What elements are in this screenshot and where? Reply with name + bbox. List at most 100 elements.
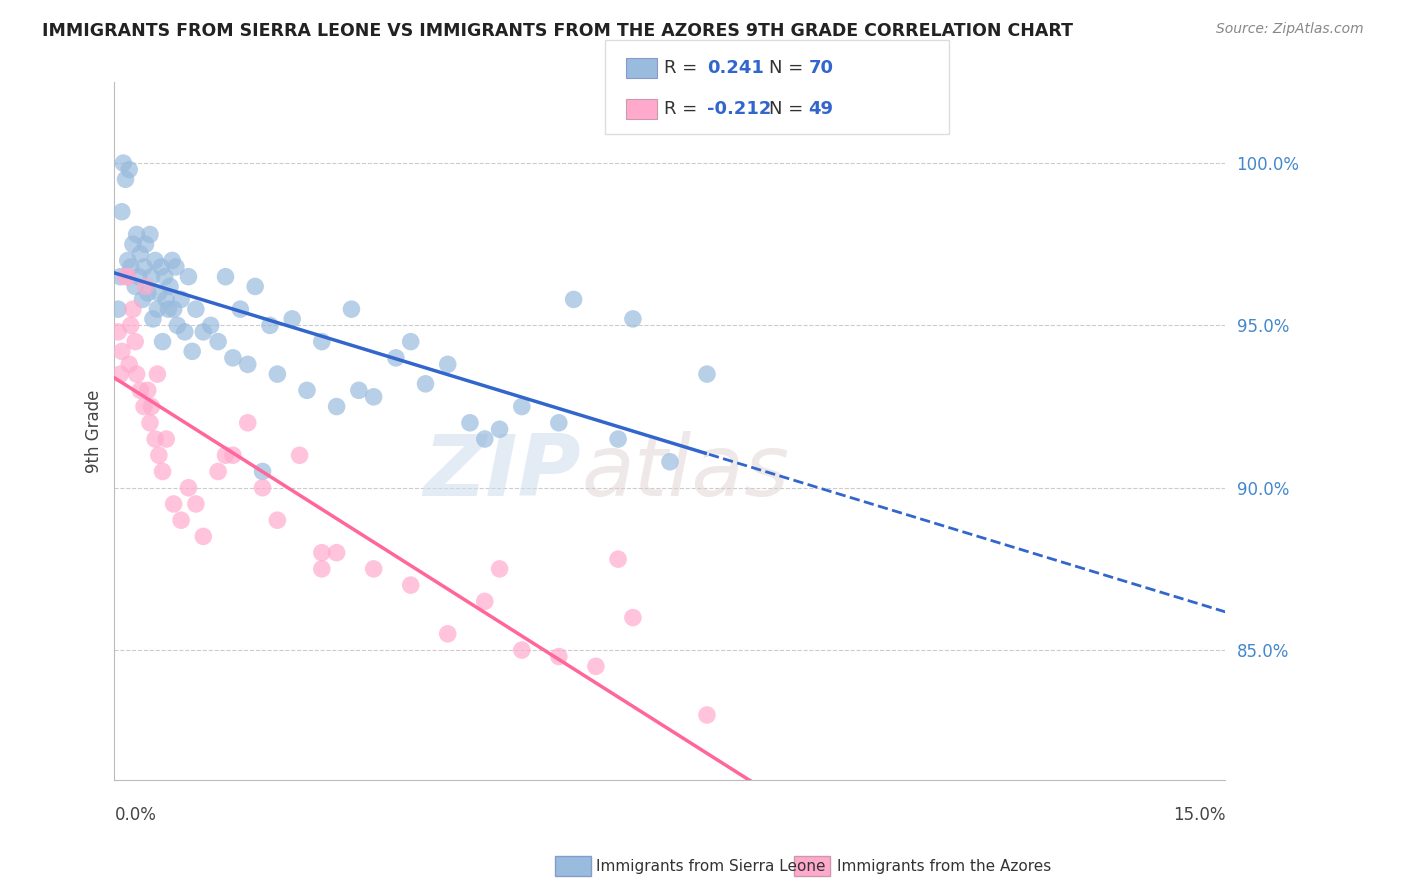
Text: 49: 49 — [808, 100, 834, 118]
Point — [117, 269, 139, 284]
Point — [111, 204, 134, 219]
Text: R =: R = — [664, 100, 703, 118]
Point — [207, 334, 229, 349]
Text: 0.241: 0.241 — [707, 59, 763, 77]
Point — [193, 325, 215, 339]
Point — [152, 465, 174, 479]
Point — [621, 312, 644, 326]
Point — [150, 260, 173, 274]
Point — [135, 237, 157, 252]
Point — [363, 390, 385, 404]
Point — [311, 562, 333, 576]
Point — [163, 497, 186, 511]
Text: 15.0%: 15.0% — [1173, 805, 1226, 824]
Point — [458, 416, 481, 430]
Point — [159, 279, 181, 293]
Point — [118, 162, 141, 177]
Point — [173, 325, 195, 339]
Point — [399, 334, 422, 349]
Point — [120, 260, 142, 274]
Point — [415, 376, 437, 391]
Point — [142, 312, 165, 326]
Point — [124, 334, 146, 349]
Point — [155, 432, 177, 446]
Point — [222, 448, 245, 462]
Point — [547, 416, 569, 430]
Point — [139, 416, 162, 430]
Text: atlas: atlas — [581, 432, 789, 515]
Point — [214, 269, 236, 284]
Point — [177, 481, 200, 495]
Point — [311, 546, 333, 560]
Point — [229, 302, 252, 317]
Point — [474, 594, 496, 608]
Point — [214, 448, 236, 462]
Text: N =: N = — [769, 59, 808, 77]
Point — [129, 247, 152, 261]
Point — [236, 357, 259, 371]
Point — [141, 269, 163, 284]
Point — [243, 279, 266, 293]
Point — [139, 227, 162, 242]
Point — [177, 269, 200, 284]
Point — [222, 351, 245, 365]
Point — [200, 318, 222, 333]
Point — [295, 384, 318, 398]
Point — [385, 351, 408, 365]
Point — [236, 416, 259, 430]
Point — [155, 293, 177, 307]
Point — [125, 367, 148, 381]
Point — [488, 422, 510, 436]
Point — [562, 293, 585, 307]
Point — [107, 302, 129, 317]
Point — [153, 269, 176, 284]
Point — [114, 269, 136, 284]
Text: 70: 70 — [808, 59, 834, 77]
Point — [347, 384, 370, 398]
Point — [510, 400, 533, 414]
Point — [696, 708, 718, 723]
Point — [163, 302, 186, 317]
Point — [152, 334, 174, 349]
Point — [132, 400, 155, 414]
Point — [111, 344, 134, 359]
Point — [122, 237, 145, 252]
Point — [160, 253, 183, 268]
Point — [135, 279, 157, 293]
Point — [146, 367, 169, 381]
Y-axis label: 9th Grade: 9th Grade — [86, 389, 103, 473]
Point — [148, 285, 170, 300]
Point — [170, 293, 193, 307]
Point — [510, 643, 533, 657]
Point — [131, 293, 153, 307]
Point — [118, 357, 141, 371]
Point — [136, 384, 159, 398]
Point — [128, 269, 150, 284]
Text: Source: ZipAtlas.com: Source: ZipAtlas.com — [1216, 22, 1364, 37]
Point — [146, 302, 169, 317]
Point — [266, 367, 288, 381]
Point — [325, 546, 347, 560]
Point — [474, 432, 496, 446]
Point — [259, 318, 281, 333]
Point — [136, 285, 159, 300]
Point — [125, 227, 148, 242]
Point — [124, 279, 146, 293]
Text: IMMIGRANTS FROM SIERRA LEONE VS IMMIGRANTS FROM THE AZORES 9TH GRADE CORRELATION: IMMIGRANTS FROM SIERRA LEONE VS IMMIGRAN… — [42, 22, 1073, 40]
Point — [488, 562, 510, 576]
Point — [170, 513, 193, 527]
Point — [696, 367, 718, 381]
Point — [132, 260, 155, 274]
Point — [184, 497, 207, 511]
Point — [129, 384, 152, 398]
Text: Immigrants from the Azores: Immigrants from the Azores — [837, 859, 1050, 873]
Text: ZIP: ZIP — [423, 432, 581, 515]
Point — [112, 156, 135, 170]
Point — [658, 455, 681, 469]
Point — [399, 578, 422, 592]
Text: -0.212: -0.212 — [707, 100, 772, 118]
Point — [207, 465, 229, 479]
Point — [311, 334, 333, 349]
Point — [181, 344, 204, 359]
Point — [143, 253, 166, 268]
